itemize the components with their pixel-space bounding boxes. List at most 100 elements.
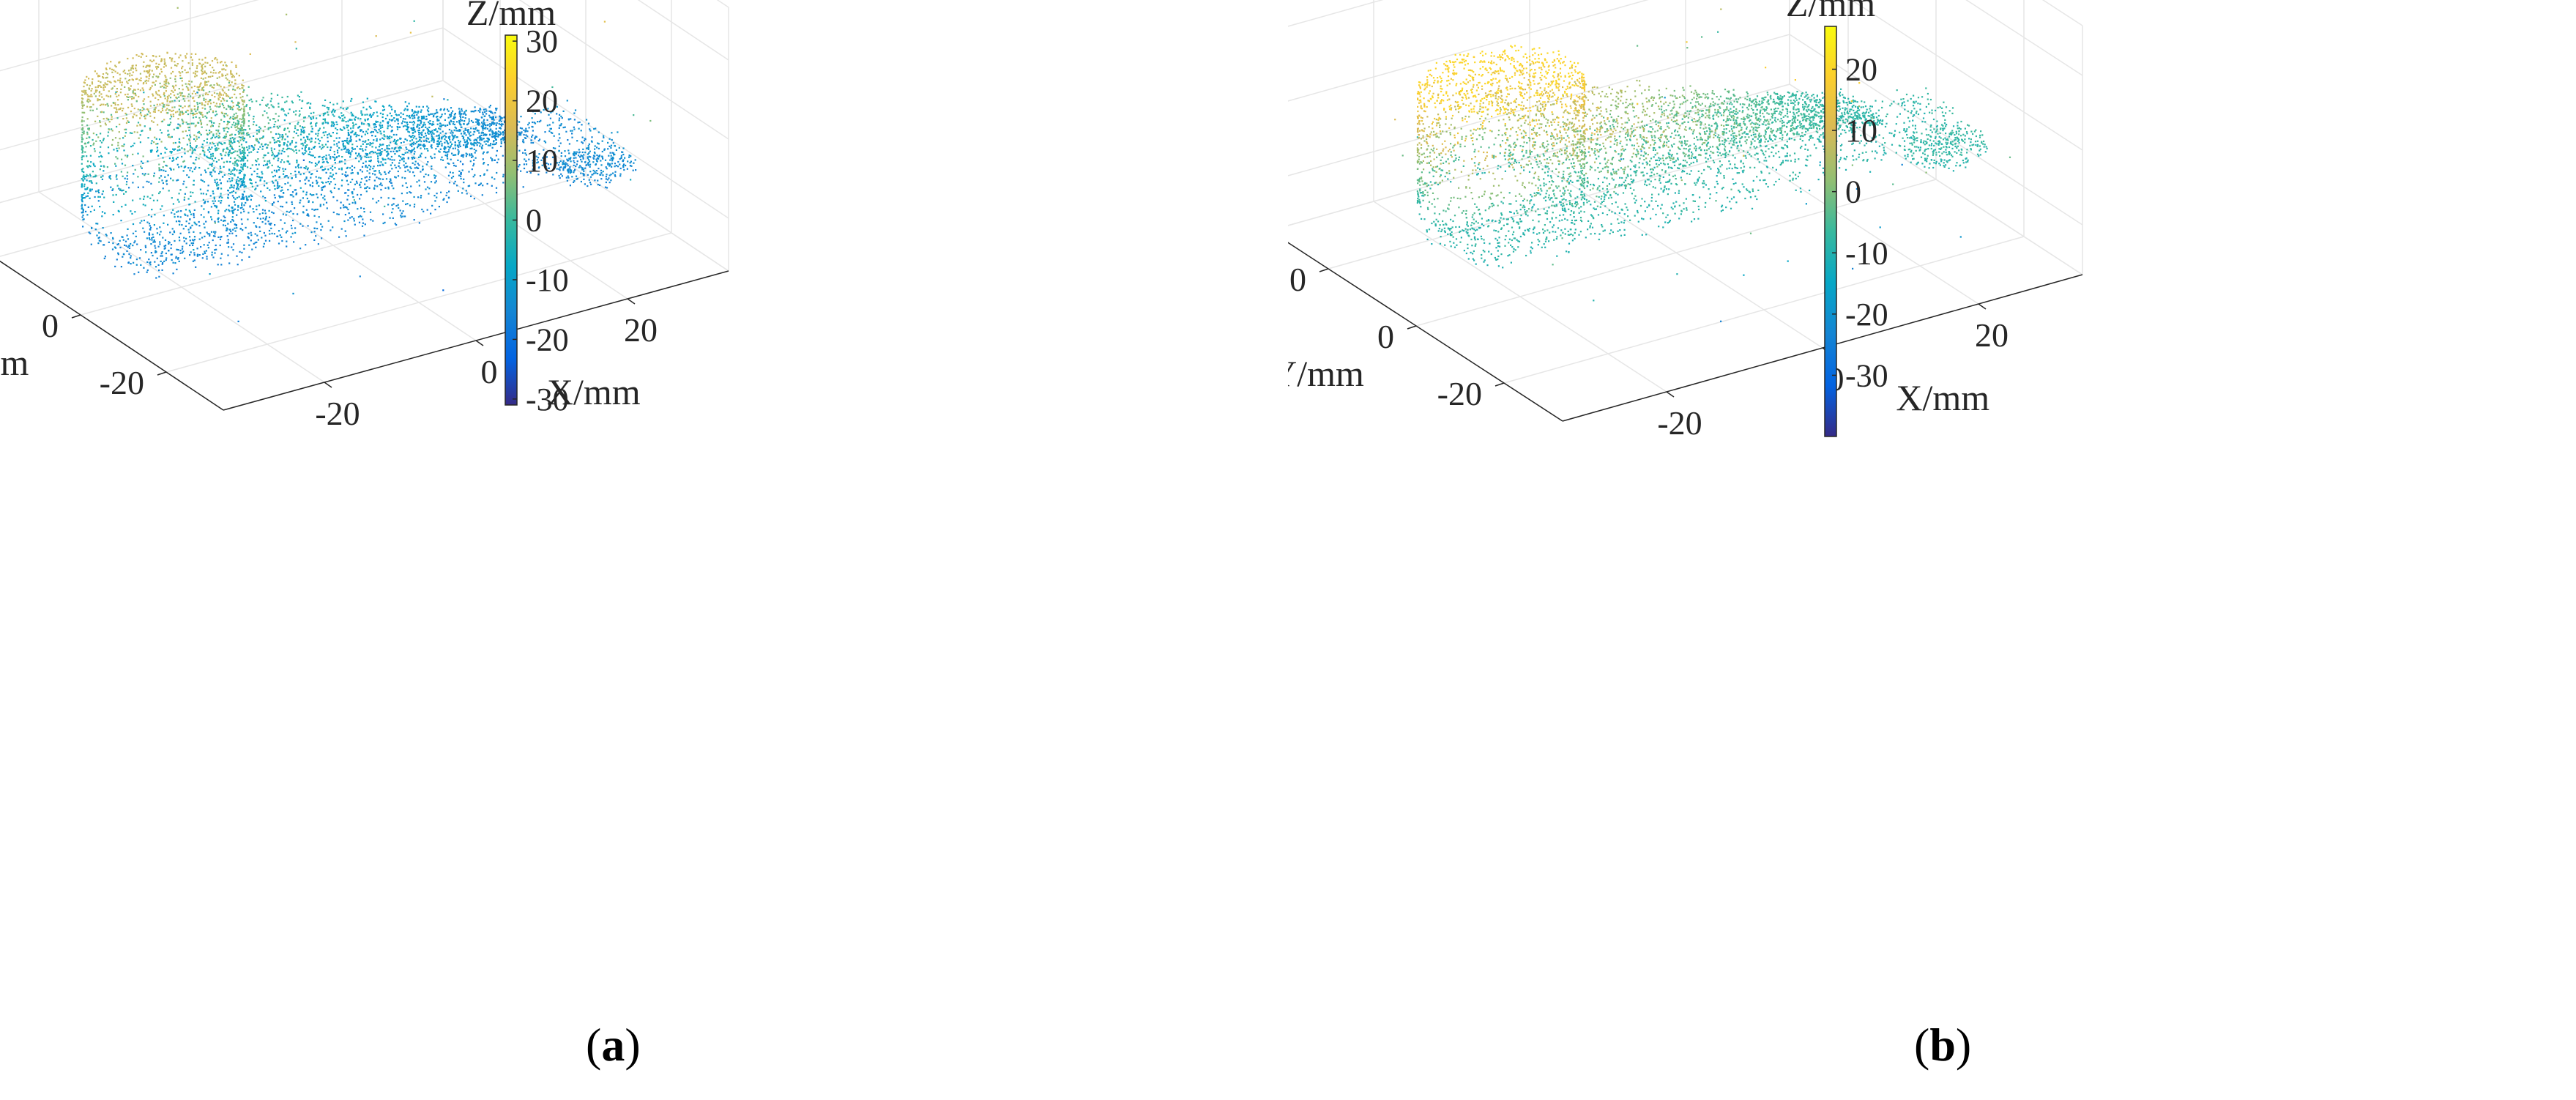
cloud-point xyxy=(485,133,488,135)
cloud-point xyxy=(587,157,589,160)
cloud-point xyxy=(220,201,222,204)
cloud-point xyxy=(239,171,241,174)
cloud-point xyxy=(182,160,185,163)
cloud-point xyxy=(310,116,312,119)
cloud-point xyxy=(236,73,238,75)
cloud-point xyxy=(220,142,222,144)
cloud-point xyxy=(89,106,92,108)
cloud-point xyxy=(362,101,364,103)
cloud-point xyxy=(355,135,357,138)
cloud-point xyxy=(209,99,212,101)
cloud-point xyxy=(155,277,157,279)
cloud-point xyxy=(338,155,340,157)
cloud-point xyxy=(334,166,336,169)
cloud-point xyxy=(118,210,120,212)
cloud-point xyxy=(93,142,95,144)
cloud-point xyxy=(285,231,287,234)
cloud-point xyxy=(124,240,127,242)
cloud-point xyxy=(183,198,185,201)
cloud-point xyxy=(174,81,176,83)
cloud-point xyxy=(390,150,392,152)
cloud-point xyxy=(306,197,308,200)
cloud-point xyxy=(391,119,393,122)
cloud-point xyxy=(228,173,230,175)
cloud-point xyxy=(152,81,154,83)
cloud-point xyxy=(330,146,332,149)
cloud-point xyxy=(379,184,381,186)
cloud-point xyxy=(168,109,170,111)
cloud-point xyxy=(149,225,151,227)
cloud-point xyxy=(247,155,249,157)
cloud-point xyxy=(333,144,335,146)
cloud-point xyxy=(267,166,269,168)
cloud-point xyxy=(103,84,105,86)
cloud-point xyxy=(212,193,215,195)
cloud-point xyxy=(242,79,244,81)
cloud-point xyxy=(256,160,258,163)
cloud-point xyxy=(302,120,305,122)
cloud-point xyxy=(617,131,619,133)
cloud-point xyxy=(431,123,433,125)
cloud-point xyxy=(362,106,365,108)
cloud-point xyxy=(199,232,201,234)
cloud-point xyxy=(94,150,96,152)
cloud-point xyxy=(368,114,371,116)
cloud-point xyxy=(370,160,372,163)
cloud-point xyxy=(265,218,267,220)
cloud-point xyxy=(357,155,359,157)
cloud-point xyxy=(578,152,580,154)
cloud-point xyxy=(176,156,179,159)
cloud-point xyxy=(178,105,180,107)
cloud-point xyxy=(426,209,428,211)
cloud-point xyxy=(578,155,580,157)
cloud-point xyxy=(141,220,143,222)
cloud-point xyxy=(526,171,528,174)
cloud-point xyxy=(167,97,169,100)
cloud-point xyxy=(237,130,239,133)
cloud-point xyxy=(112,238,114,240)
cloud-point xyxy=(130,69,132,71)
cloud-point xyxy=(366,119,369,121)
cloud-point xyxy=(461,155,463,157)
cloud-point xyxy=(201,70,203,72)
cloud-point xyxy=(228,81,230,84)
cloud-point xyxy=(158,270,160,272)
cloud-point xyxy=(418,185,420,187)
cloud-point xyxy=(187,105,190,108)
cloud-point xyxy=(375,146,377,149)
cloud-point xyxy=(303,167,305,169)
cloud-point xyxy=(353,124,355,126)
cloud-point xyxy=(231,61,233,64)
cloud-point xyxy=(159,191,161,193)
cloud-point xyxy=(264,155,266,157)
cloud-point xyxy=(424,133,427,135)
cloud-point xyxy=(570,171,573,173)
cloud-point xyxy=(166,85,168,87)
cloud-point xyxy=(368,156,370,158)
cloud-point xyxy=(553,105,556,108)
cloud-point xyxy=(347,195,349,197)
cloud-point xyxy=(314,165,316,167)
cloud-point xyxy=(182,245,184,248)
cloud-point xyxy=(163,81,165,83)
cloud-point xyxy=(280,161,282,163)
cloud-point xyxy=(466,129,469,131)
cloud-point xyxy=(433,138,435,140)
cloud-point xyxy=(170,168,172,171)
cloud-point xyxy=(273,126,275,128)
cloud-point xyxy=(195,53,197,55)
cloud-point xyxy=(267,144,269,146)
cloud-point xyxy=(240,170,242,173)
cloud-point xyxy=(198,116,201,119)
cloud-point xyxy=(169,118,171,120)
cloud-point xyxy=(240,130,242,132)
cloud-point xyxy=(340,185,343,187)
cloud-point xyxy=(191,239,194,241)
cloud-point xyxy=(279,234,281,237)
cloud-point xyxy=(161,102,163,105)
cloud-point xyxy=(368,172,371,174)
cloud-point xyxy=(360,118,362,120)
cloud-point xyxy=(412,115,414,117)
cloud-point xyxy=(98,91,101,93)
cloud-point xyxy=(294,189,296,191)
